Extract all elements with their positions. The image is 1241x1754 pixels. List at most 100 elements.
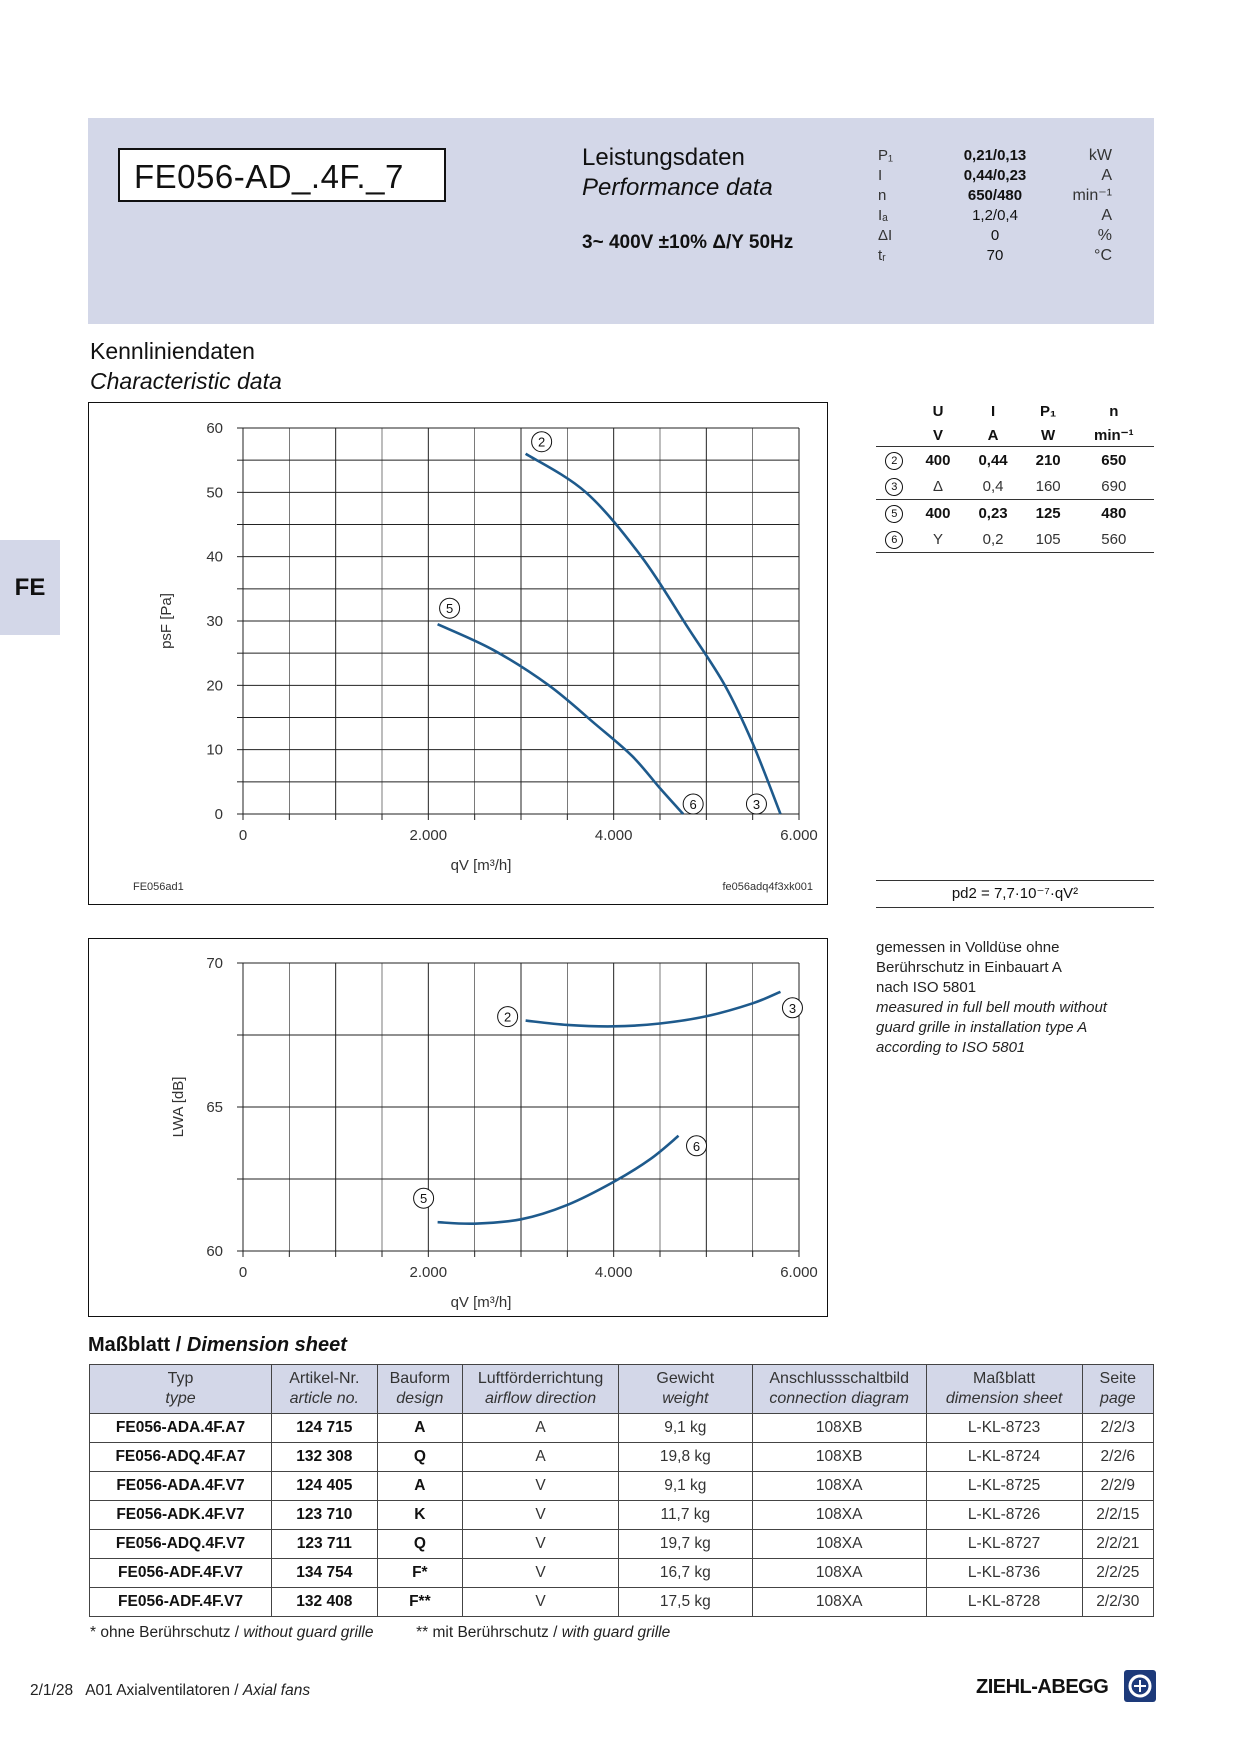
x-tick-label: 6.000 — [780, 827, 818, 844]
op-unit-n: min⁻¹ — [1073, 424, 1154, 447]
dim-cell: 124 715 — [271, 1413, 378, 1443]
dim-col-header: Anschlussschaltbild connection diagram — [751, 1364, 927, 1414]
op-unit-p: W — [1022, 424, 1074, 447]
op-unit-u: V — [912, 424, 964, 447]
measurement-note: gemessen in Volldüse ohne Berührschutz i… — [876, 938, 1166, 1058]
dimension-sheet-title: Maßblatt / Dimension sheet — [88, 1334, 347, 1357]
series-line — [524, 452, 782, 815]
dim-cell: 19,7 kg — [617, 1529, 753, 1559]
dim-cell: 132 308 — [271, 1442, 378, 1472]
dim-cell: A — [462, 1442, 619, 1472]
op-cell-p: 105 — [1022, 526, 1074, 553]
spec-symbol: n — [878, 187, 887, 204]
op-cell-p: 125 — [1022, 499, 1074, 526]
dim-cell: 132 408 — [271, 1587, 378, 1617]
section-title-de: Kennliniendaten — [90, 338, 255, 364]
dim-cell: 108XA — [751, 1529, 927, 1559]
chart-note-left: FE056ad1 — [133, 881, 184, 893]
spec-symbol: ΔI — [878, 227, 893, 244]
dim-cell: 16,7 kg — [617, 1558, 753, 1588]
dim-row: FE056-ADK.4F.V7 123 710 K V 11,7 kg 108XA L-KL… — [88, 1500, 1155, 1530]
performance-title-en: Performance data — [582, 174, 773, 201]
op-col-n: n — [1109, 402, 1119, 420]
dim-cell: FE056-ADA.4F.A7 — [88, 1413, 273, 1443]
dim-cell: 108XA — [751, 1471, 927, 1501]
note-de-3: nach ISO 5801 — [876, 979, 977, 996]
dim-cell: 17,5 kg — [617, 1587, 753, 1617]
y-tick-label: 10 — [206, 742, 223, 759]
dim-col-en: airflow direction — [484, 1390, 597, 1407]
op-col-i: I — [990, 402, 996, 420]
op-cell-i: 0,4 — [982, 477, 1004, 495]
grid — [237, 962, 800, 1257]
spec-value: 1,2/0,4 — [972, 207, 1018, 224]
dim-cell: 2/2/3 — [1081, 1413, 1155, 1443]
dim-col-en: article no. — [289, 1390, 359, 1407]
dim-col-en: weight — [662, 1390, 709, 1407]
note-en-2: guard grille in installation type A — [876, 1019, 1088, 1036]
y-tick-label: 20 — [206, 677, 223, 694]
op-point-marker: 5 — [876, 499, 913, 526]
dim-col-de: Luftförderrichtung — [477, 1370, 604, 1387]
point-marker-label: 3 — [789, 1001, 796, 1016]
dim-cell: 124 405 — [271, 1471, 378, 1501]
y-tick-label: 70 — [206, 955, 223, 972]
point-marker-circle — [682, 793, 704, 815]
op-point-marker: 3 — [876, 473, 913, 500]
dim-cell: 19,8 kg — [617, 1442, 753, 1472]
series-line — [437, 1134, 680, 1226]
chart-note-right: fe056adq4f3xk001 — [722, 881, 813, 893]
dim-cell: 9,1 kg — [617, 1413, 753, 1443]
dim-col-header: Maßblatt dimension sheet — [925, 1364, 1083, 1414]
x-tick-label: 6.000 — [780, 1264, 818, 1281]
op-point-number: 2 — [885, 451, 904, 470]
dim-col-header: Luftförderrichtung airflow direction — [462, 1364, 619, 1414]
y-tick-label: 0 — [215, 806, 223, 823]
spec-symbol: P₁ — [878, 147, 894, 164]
dim-col-de: Maßblatt — [972, 1370, 1036, 1387]
spec-value: 0,44/0,23 — [963, 167, 1027, 184]
op-cell-n: 560 — [1073, 526, 1154, 553]
spec-value: 70 — [986, 247, 1004, 264]
op-cell-p: 210 — [1035, 451, 1061, 469]
op-cell-i: 0,44 — [978, 451, 1008, 469]
y-tick-label: 60 — [206, 420, 223, 437]
dim-cell: 108XB — [751, 1442, 927, 1472]
x-axis-label: qV [m³/h] — [451, 857, 512, 874]
dim-col-de: Bauform — [389, 1370, 451, 1387]
dim-cell: 2/2/6 — [1081, 1442, 1155, 1472]
x-tick-label: 2.000 — [410, 1264, 448, 1281]
op-col-u: U — [932, 402, 944, 420]
y-tick-label: 60 — [206, 1243, 223, 1260]
voltage-spec: 3~ 400V ±10% Δ/Y 50Hz — [582, 232, 794, 253]
x-axis-label: qV [m³/h] — [451, 1294, 512, 1311]
dim-col-en: type — [165, 1390, 196, 1407]
page-footer: 2/1/28 A01 Axialventilatoren / Axial fan… — [30, 1682, 310, 1700]
dim-cell: L-KL-8723 — [925, 1413, 1083, 1443]
model-title: FE056-AD_.4F._7 — [118, 148, 446, 202]
point-marker-circle — [413, 1187, 435, 1209]
dim-cell: L-KL-8724 — [925, 1442, 1083, 1472]
op-row: 3 Δ 0,4 160 690 — [876, 473, 1154, 500]
spec-symbol: I — [878, 167, 883, 184]
x-tick-label: 4.000 — [595, 1264, 633, 1281]
brand-logo-icon — [1124, 1670, 1156, 1702]
point-marker-label: 2 — [504, 1010, 511, 1025]
op-point-marker: 6 — [876, 526, 913, 553]
footnote-1-de: * ohne Berührschutz / — [90, 1624, 244, 1641]
dim-col-en: connection diagram — [769, 1390, 909, 1407]
dim-row: FE056-ADF.4F.V7 132 408 F** V 17,5 kg 108XA L-… — [88, 1587, 1155, 1617]
dimension-title-de: Maßblatt / — [88, 1334, 187, 1356]
dim-cell: 108XA — [751, 1558, 927, 1588]
dim-row: FE056-ADA.4F.V7 124 405 A V 9,1 kg 108XA L-KL-… — [88, 1471, 1155, 1501]
spec-value: 0,21/0,13 — [963, 147, 1027, 164]
point-marker-label: 5 — [446, 601, 453, 616]
dim-cell: F* — [376, 1558, 464, 1588]
y-axis-label: psF [Pa] — [158, 593, 175, 649]
grid — [237, 427, 800, 820]
brand-mark-icon — [1128, 1674, 1152, 1698]
note-en-3: according to ISO 5801 — [876, 1039, 1026, 1056]
y-tick-label: 50 — [206, 484, 223, 501]
dim-cell: A — [376, 1471, 464, 1501]
